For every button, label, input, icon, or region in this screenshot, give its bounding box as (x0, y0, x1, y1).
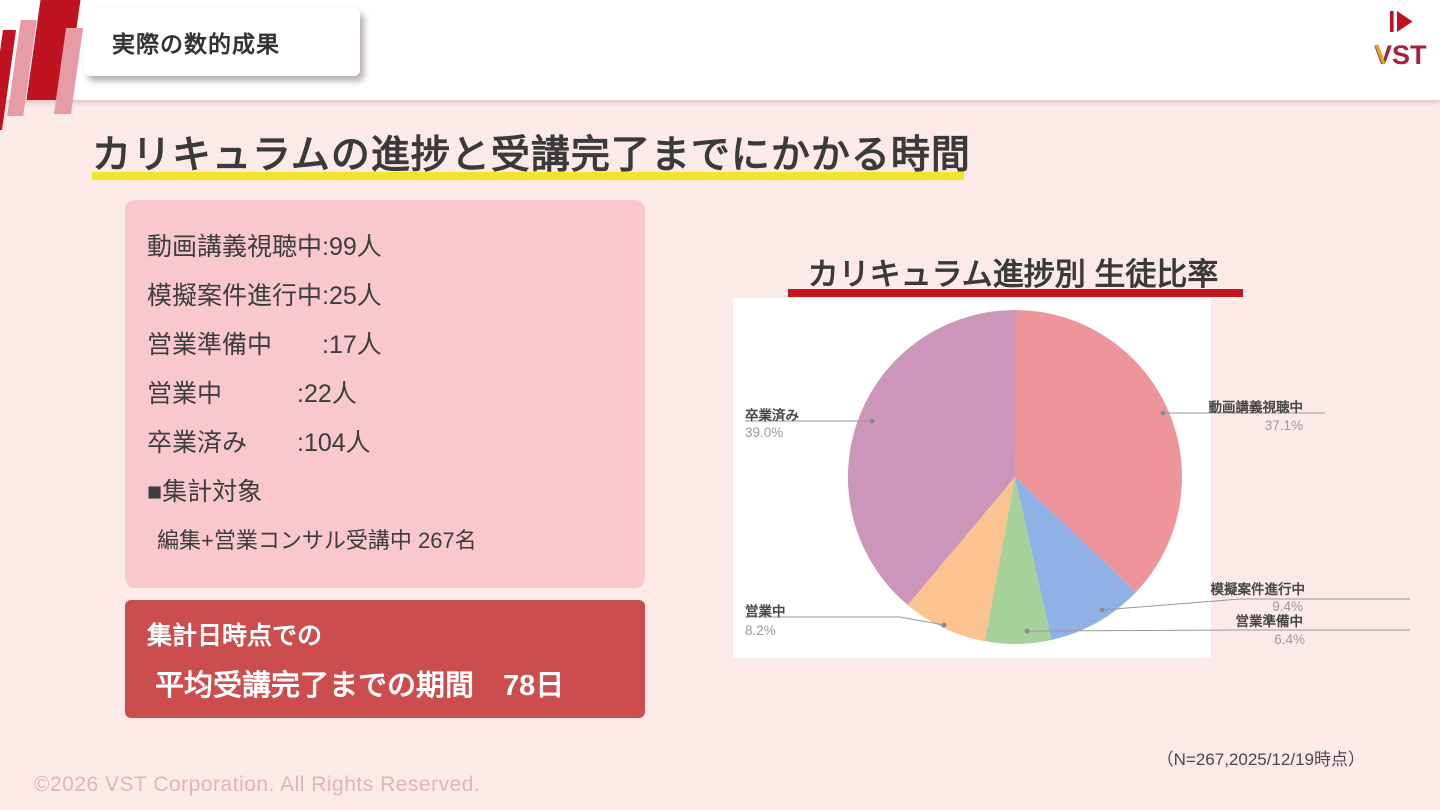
pie-leader-dot-4 (869, 418, 875, 424)
pie-label-pct-0: 37.1% (1265, 418, 1303, 433)
stat-row-mock-project: 模擬案件進行中:25人 (147, 281, 382, 310)
pie-leader-line-3 (745, 616, 945, 626)
sample-size-note: （N=267,2025/12/19時点） (1156, 750, 1365, 769)
average-period-box: 集計日時点での 平均受講完了までの期間 78日 (125, 600, 645, 718)
copyright: ©2026 VST Corporation. All Rights Reserv… (34, 773, 481, 796)
pie-chart-svg: 動画講義視聴中 37.1% 模擬案件進行中 9.4%営業準備中 6.4% 営業中 8.2% 卒… (745, 309, 1410, 647)
vst-logo-yellow-stroke (1374, 44, 1386, 65)
pie-leader-dot-3 (941, 622, 947, 628)
pie-label-pct-3: 8.2% (745, 623, 776, 638)
vst-logo-text: VST (1374, 40, 1427, 70)
play-icon (1390, 11, 1413, 32)
pie-leader-line-2 (1026, 629, 1410, 632)
chart-title: カリキュラム進捗別 生徒比率 (807, 257, 1219, 292)
pie-slice-1 (1015, 477, 1136, 640)
stat-row-sales-prep: 営業準備中 :17人 (147, 330, 382, 359)
pie-slice-0 (1015, 310, 1183, 593)
pie-leader-dot-2 (1024, 628, 1030, 634)
stat-row-sales: 営業中 :22人 (147, 379, 357, 408)
stat-row-watching: 動画講義視聴中:99人 (147, 232, 382, 261)
pie-label-name-2: 営業準備中 (1236, 613, 1304, 629)
pie-label-name-0: 動画講義視聴中 (1209, 399, 1304, 415)
section-badge-label: 実際の数的成果 (112, 31, 280, 57)
pie-slice-3 (907, 477, 1015, 642)
stat-row-aggregation-target: ■集計対象 (147, 477, 263, 506)
pie-label-name-4: 卒業済み (745, 407, 799, 423)
page-title-underline (92, 172, 964, 180)
pie-leader-line-1 (1101, 598, 1410, 611)
pie-label-name-1: 模擬案件進行中 (1211, 581, 1306, 597)
vst-logo-graphic: VST (1374, 11, 1427, 70)
pie-leader-dot-1 (1099, 607, 1105, 613)
pie-label-pct-1: 9.4% (1272, 599, 1303, 614)
vst-logo: VST (1372, 8, 1430, 70)
pie-label-pct-4: 39.0% (745, 425, 783, 440)
page-title: カリキュラムの進捗と受講完了までにかかる時間 (92, 134, 971, 177)
stat-row-graduated: 卒業済み :104人 (147, 428, 371, 457)
stats-box: 動画講義視聴中:99人 模擬案件進行中:25人 営業準備中 :17人 営業中 :… (125, 200, 645, 588)
chart-title-underline (788, 289, 1243, 297)
pie-leader-dot-0 (1160, 410, 1166, 416)
average-period-line1: 集計日時点での (147, 622, 323, 650)
average-period-line2: 平均受講完了までの期間 78日 (155, 670, 565, 702)
pie-slice-2 (984, 477, 1052, 644)
pie-slice-4 (847, 309, 1016, 605)
pie-label-name-3: 営業中 (745, 603, 786, 619)
section-badge: 実際の数的成果 (84, 8, 360, 76)
stat-row-target-detail: 編集+営業コンサル受講中 267名 (157, 527, 477, 553)
pie-label-pct-2: 6.4% (1274, 632, 1305, 647)
